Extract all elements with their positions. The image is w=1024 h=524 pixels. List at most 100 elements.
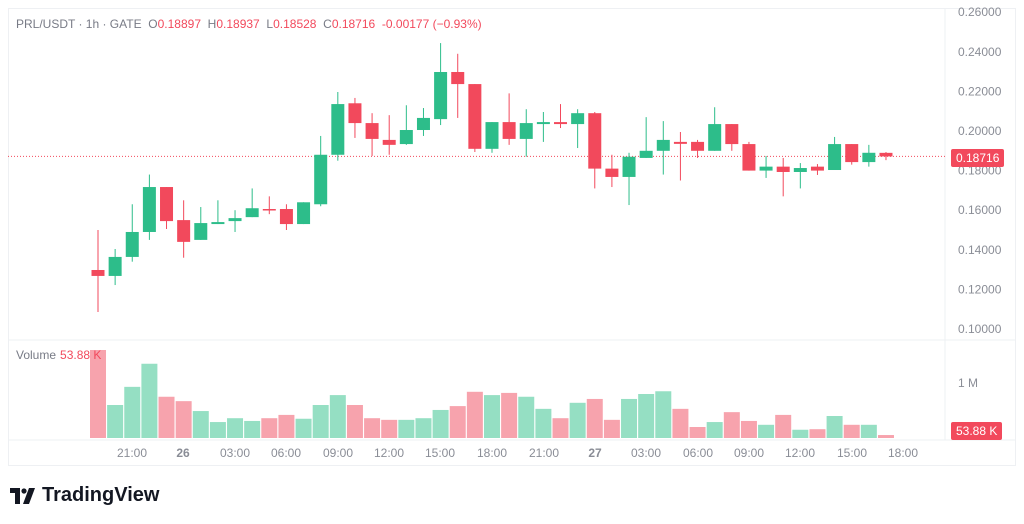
candle-down — [810, 166, 824, 171]
chart-frame — [8, 8, 1016, 466]
price-tick-label: 0.16000 — [958, 203, 1002, 217]
candle-up — [536, 122, 550, 125]
close-value: 0.18716 — [331, 17, 376, 31]
price-tick-label: 0.24000 — [958, 45, 1002, 59]
volume-label[interactable]: Volume — [16, 348, 57, 362]
volume-bar — [740, 420, 757, 438]
candle-up — [639, 150, 653, 158]
time-tick-label: 21:00 — [529, 446, 559, 460]
volume-bar — [672, 408, 689, 438]
volume-bar — [415, 418, 432, 438]
time-tick-label: 15:00 — [425, 446, 455, 460]
volume-bar — [107, 405, 124, 438]
price-tick-label: 0.14000 — [958, 243, 1002, 257]
candle-down — [776, 166, 790, 172]
current-volume-tag: 53.88 K — [951, 422, 1003, 440]
volume-bar — [432, 409, 449, 438]
volume-bar — [261, 418, 278, 438]
volume-bar — [535, 408, 552, 438]
candle-up — [416, 117, 430, 131]
candle-up — [245, 208, 259, 218]
candle-down — [845, 144, 859, 163]
price-tick-label: 0.18000 — [958, 164, 1002, 178]
volume-bar — [244, 420, 261, 438]
low-value: 0.18528 — [273, 17, 317, 31]
candle-down — [605, 168, 619, 177]
volume-bar — [723, 412, 740, 438]
candle-up — [519, 123, 533, 139]
candle-up — [194, 223, 208, 240]
volume-bar — [278, 414, 295, 438]
time-tick-label: 03:00 — [220, 446, 250, 460]
volume-value: 53.88 K — [60, 348, 102, 362]
time-tick-label: 09:00 — [323, 446, 353, 460]
volume-bar — [877, 435, 894, 438]
volume-bar — [209, 422, 226, 438]
time-tick-label: 26 — [176, 446, 190, 460]
tradingview-logo[interactable]: TradingView — [10, 484, 159, 507]
candle-down — [279, 209, 293, 225]
candle-down — [673, 141, 687, 144]
volume-bar — [124, 386, 141, 438]
volume-bar — [586, 398, 603, 438]
volume-bar — [346, 405, 363, 438]
volume-bar — [518, 396, 535, 438]
volume-bar — [90, 350, 106, 438]
volume-bar — [329, 395, 346, 438]
candle-down — [177, 220, 191, 242]
candle-down — [91, 269, 105, 276]
candle-up — [399, 130, 413, 145]
change-value: -0.00177 (−0.93%) — [381, 17, 482, 31]
volume-bar — [603, 419, 620, 438]
high-value: 0.18937 — [216, 17, 260, 31]
high-label: H — [207, 17, 217, 31]
time-tick-label: 03:00 — [631, 446, 661, 460]
time-tick-label: 18:00 — [888, 446, 918, 460]
time-tick-label: 21:00 — [117, 446, 147, 460]
time-tick-label: 06:00 — [271, 446, 301, 460]
price-tick-label: 0.20000 — [958, 124, 1002, 138]
candle-up — [125, 231, 139, 257]
volume-bar — [227, 418, 244, 438]
volume-bar — [552, 418, 569, 438]
price-tick-label: 0.10000 — [958, 322, 1002, 336]
volume-bar — [843, 424, 860, 438]
candle-up — [793, 168, 807, 172]
candle-up — [622, 156, 636, 177]
volume-bar — [158, 396, 175, 438]
candle-up — [314, 154, 328, 205]
open-label: O — [148, 17, 158, 31]
volume-bar — [175, 401, 192, 438]
volume-bar — [398, 419, 415, 438]
volume-tick-label: 1 M — [958, 376, 978, 390]
volume-bar — [775, 414, 792, 438]
volume-bar — [295, 418, 312, 438]
candle-up — [862, 152, 876, 163]
volume-bar — [466, 391, 483, 438]
volume-bar — [638, 394, 655, 438]
candle-down — [451, 71, 465, 85]
volume-bar — [192, 411, 209, 438]
candlestick-chart[interactable]: 0.26000 0.24000 0.22000 0.20000 0.18000 0.160… — [0, 0, 1024, 470]
candle-up — [211, 222, 225, 225]
candle-up — [297, 202, 311, 225]
candle-down — [742, 144, 756, 171]
volume-bar — [689, 427, 706, 438]
volume-bar — [758, 424, 775, 438]
price-tick-label: 0.12000 — [958, 282, 1002, 296]
candle-down — [879, 152, 893, 157]
candle-up — [828, 144, 842, 171]
candle-up — [656, 139, 670, 151]
volume-bar — [809, 429, 826, 438]
volume-bar — [312, 405, 329, 438]
time-tick-label: 12:00 — [374, 446, 404, 460]
symbol-label[interactable]: PRL/USDT · 1h · GATE — [16, 17, 142, 31]
volume-bar — [449, 406, 466, 438]
volume-bar — [826, 416, 843, 438]
candle-down — [554, 122, 568, 125]
candle-down — [262, 209, 276, 211]
candle-down — [365, 123, 379, 139]
price-tick-label: 0.22000 — [958, 84, 1002, 98]
close-label: C — [323, 17, 332, 31]
candle-down — [502, 122, 516, 139]
